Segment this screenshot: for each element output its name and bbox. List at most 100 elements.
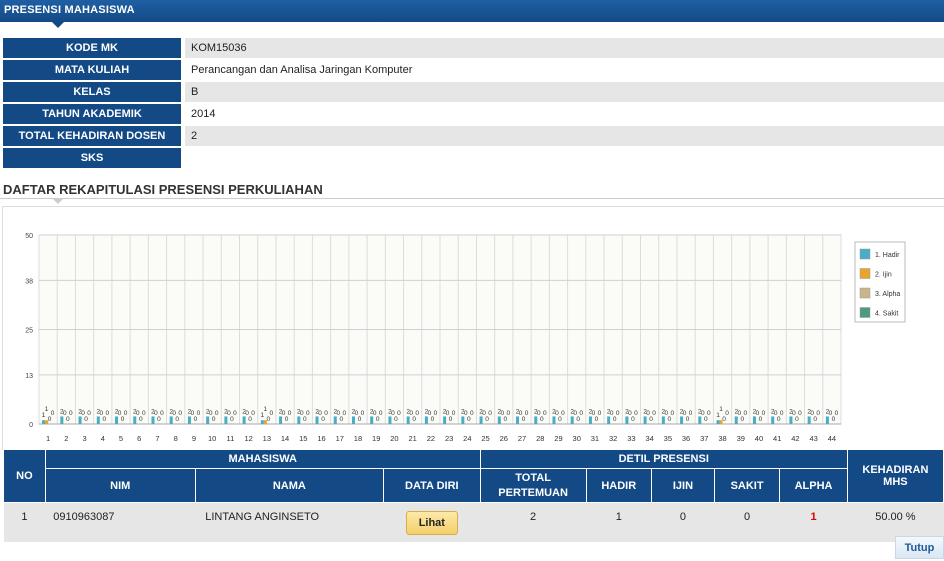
col-header-mahasiswa: MAHASISWA <box>44 449 481 469</box>
bar-hadir <box>78 416 82 424</box>
header-notch <box>52 22 64 28</box>
x-tick-label: 44 <box>828 434 836 443</box>
info-value: 2014 <box>185 104 944 124</box>
data-label: 0 <box>558 416 562 423</box>
x-tick-label: 21 <box>408 434 416 443</box>
legend-label: 4. Sakit <box>875 311 898 318</box>
bar-hadir <box>370 416 374 424</box>
data-label: 0 <box>519 410 523 417</box>
data-label: 0 <box>391 410 395 417</box>
bar-hadir <box>169 416 173 424</box>
data-label: 2 <box>297 408 301 415</box>
data-label: 0 <box>434 410 438 417</box>
data-label: 2 <box>589 408 593 415</box>
data-label: 0 <box>470 410 474 417</box>
data-label: 2 <box>771 408 775 415</box>
data-label: 0 <box>503 416 507 423</box>
data-label: 0 <box>197 410 201 417</box>
bar-hadir <box>625 416 629 424</box>
data-label: 0 <box>300 410 304 417</box>
bar-hadir <box>224 416 228 424</box>
data-label: 2 <box>406 408 410 415</box>
col-header-ijin: IJIN <box>651 468 715 503</box>
data-label: 0 <box>48 416 52 423</box>
x-tick-label: 32 <box>609 434 617 443</box>
data-label: 0 <box>522 416 526 423</box>
data-label: 0 <box>339 416 343 423</box>
data-label: 0 <box>415 410 419 417</box>
data-label: 0 <box>230 416 234 423</box>
data-label: 2 <box>625 408 629 415</box>
y-tick-label: 50 <box>25 233 33 240</box>
data-label: 0 <box>683 410 687 417</box>
data-label: 0 <box>701 410 705 417</box>
data-label: 0 <box>810 410 814 417</box>
data-label: 0 <box>595 416 599 423</box>
bar-hadir <box>643 416 647 424</box>
lihat-button[interactable]: Lihat <box>405 510 458 535</box>
data-label: 0 <box>756 410 760 417</box>
cell-kehadiran: 50.00 % <box>847 502 944 542</box>
data-label: 0 <box>245 410 249 417</box>
x-tick-label: 26 <box>500 434 508 443</box>
bar-hadir <box>424 416 428 424</box>
x-tick-label: 5 <box>119 434 123 443</box>
col-header-detil-presensi: DETIL PRESENSI <box>479 449 848 469</box>
x-tick-label: 25 <box>481 434 489 443</box>
data-label: 0 <box>233 410 237 417</box>
info-label: MATA KULIAH <box>3 60 185 80</box>
data-label: 0 <box>336 410 340 417</box>
bar-hadir <box>351 416 355 424</box>
bar-hadir <box>242 416 246 424</box>
data-label: 0 <box>816 410 820 417</box>
data-label: 0 <box>157 416 161 423</box>
info-row-mata-kuliah: MATA KULIAH Perancangan dan Analisa Jari… <box>3 60 944 80</box>
bar-hadir <box>479 416 483 424</box>
bar-hadir <box>734 416 738 424</box>
data-label: 2 <box>352 408 356 415</box>
data-label: 0 <box>704 416 708 423</box>
data-label: 0 <box>467 416 471 423</box>
data-label: 1 <box>261 412 265 419</box>
data-label: 2 <box>534 408 538 415</box>
data-label: 0 <box>288 410 292 417</box>
data-label: 0 <box>160 410 164 417</box>
y-tick-label: 0 <box>29 422 33 429</box>
data-label: 2 <box>680 408 684 415</box>
data-label: 0 <box>136 410 140 417</box>
close-button[interactable]: Tutup <box>895 536 944 559</box>
data-label: 0 <box>561 410 565 417</box>
data-label: 0 <box>613 416 617 423</box>
data-label: 2 <box>698 408 702 415</box>
data-label: 0 <box>446 410 450 417</box>
x-tick-label: 34 <box>645 434 653 443</box>
data-label: 0 <box>215 410 219 417</box>
bar-hadir <box>133 416 137 424</box>
x-tick-label: 23 <box>445 434 453 443</box>
data-label: 0 <box>762 410 766 417</box>
cell-no: 1 <box>3 502 46 542</box>
data-label: 0 <box>540 416 544 423</box>
table-row: 1 0910963087 LINTANG ANGINSETO Lihat 2 1… <box>3 502 944 542</box>
data-label: 0 <box>175 416 179 423</box>
x-tick-label: 42 <box>791 434 799 443</box>
data-label: 0 <box>248 416 252 423</box>
data-label: 0 <box>555 410 559 417</box>
bar-hadir <box>60 416 64 424</box>
bar-hadir <box>607 416 611 424</box>
data-label: 0 <box>84 416 88 423</box>
x-tick-label: 20 <box>390 434 398 443</box>
data-label: 0 <box>488 410 492 417</box>
cell-data-diri: Lihat <box>383 502 481 542</box>
data-label: 0 <box>725 410 729 417</box>
x-tick-label: 14 <box>281 434 289 443</box>
legend-swatch <box>859 248 871 260</box>
bar-hadir <box>206 416 210 424</box>
bar-ijin <box>45 420 49 424</box>
data-label: 0 <box>464 410 468 417</box>
data-label: 0 <box>324 410 328 417</box>
data-label: 0 <box>379 410 383 417</box>
data-label: 0 <box>579 410 583 417</box>
data-label: 2 <box>425 408 429 415</box>
data-label: 0 <box>537 410 541 417</box>
